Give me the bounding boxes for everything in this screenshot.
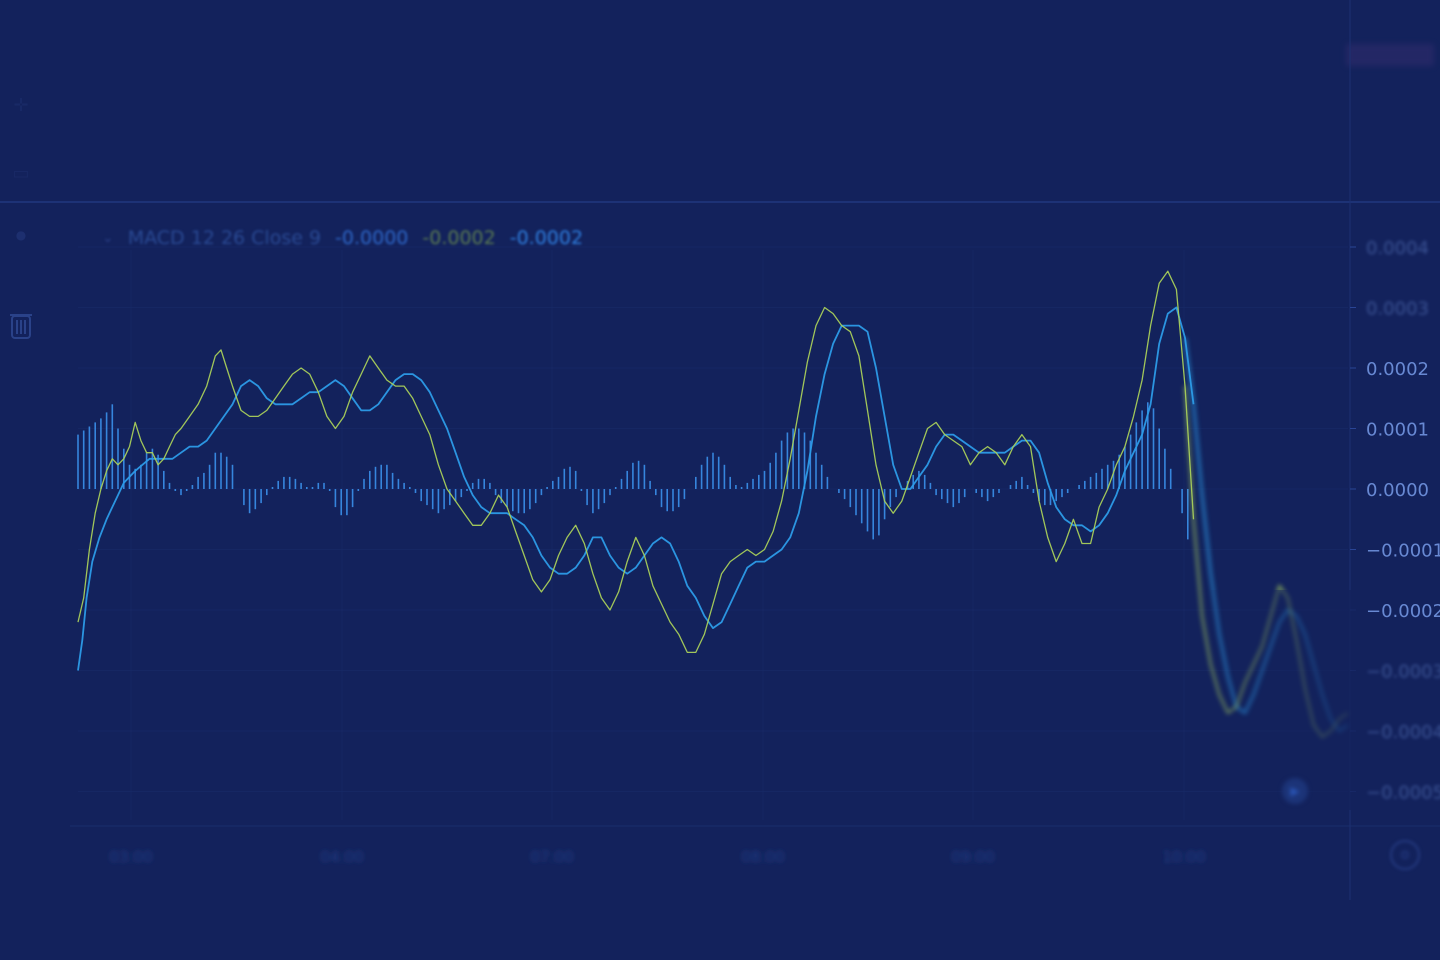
right-fade — [1190, 590, 1360, 810]
trash-icon[interactable] — [4, 308, 38, 342]
left-toolbar: ✛ ▭ ● — [0, 60, 44, 380]
x-tick-label: 10:00 — [1162, 848, 1205, 866]
y-tick-label: −0.0005 — [1366, 783, 1440, 804]
x-tick-label: 07:00 — [530, 848, 573, 866]
y-tick-label: 0.0001 — [1366, 420, 1429, 441]
macd-value: -0.0000 — [335, 227, 409, 249]
dot-icon[interactable]: ● — [15, 228, 27, 242]
y-tick-label: 0.0000 — [1366, 480, 1429, 501]
y-tick-label: 0.0003 — [1366, 299, 1429, 320]
histogram-value: -0.0002 — [509, 227, 584, 249]
signal-value: -0.0002 — [422, 227, 496, 249]
x-tick-label: 08:00 — [741, 848, 784, 866]
y-tick-label: −0.0001 — [1366, 541, 1440, 562]
y-tick-label: 0.0004 — [1366, 238, 1429, 259]
chevron-down-icon[interactable]: ⌄ — [102, 230, 114, 246]
indicator-legend: ⌄ MACD 12 26 Close 9 -0.0000 -0.0002 -0.… — [102, 224, 583, 252]
y-tick-label: 0.0002 — [1366, 359, 1429, 380]
x-tick-label: 03:00 — [109, 848, 152, 866]
line-series — [77, 270, 1349, 739]
x-tick-label: 09:00 — [951, 848, 994, 866]
trash-icon-glyph — [10, 314, 32, 339]
y-axis: 0.0004 0.0003 0.0002 0.0001 0.0000 −0.0001 −0.… — [1350, 238, 1440, 804]
indicator-name: MACD 12 26 Close 9 — [127, 227, 322, 249]
scroll-to-realtime-button[interactable]: ▶ — [1282, 778, 1308, 804]
settings-button[interactable]: ⚙ — [1390, 840, 1420, 870]
x-axis: 03:00 04:00 07:00 08:00 09:00 10:00 — [109, 848, 1205, 866]
ruler-icon[interactable]: ▭ — [12, 162, 30, 184]
histogram-series — [77, 402, 1349, 610]
x-tick-label: 04:00 — [320, 848, 363, 866]
y-tick-label: −0.0002 — [1366, 601, 1440, 622]
y-tick-label: −0.0003 — [1366, 662, 1440, 683]
y-tick-label: −0.0004 — [1366, 722, 1440, 743]
series-line-macd — [77, 306, 1195, 671]
series-line-signal — [77, 270, 1195, 654]
price-badge — [1346, 44, 1434, 66]
crosshair-icon[interactable]: ✛ — [13, 94, 29, 116]
